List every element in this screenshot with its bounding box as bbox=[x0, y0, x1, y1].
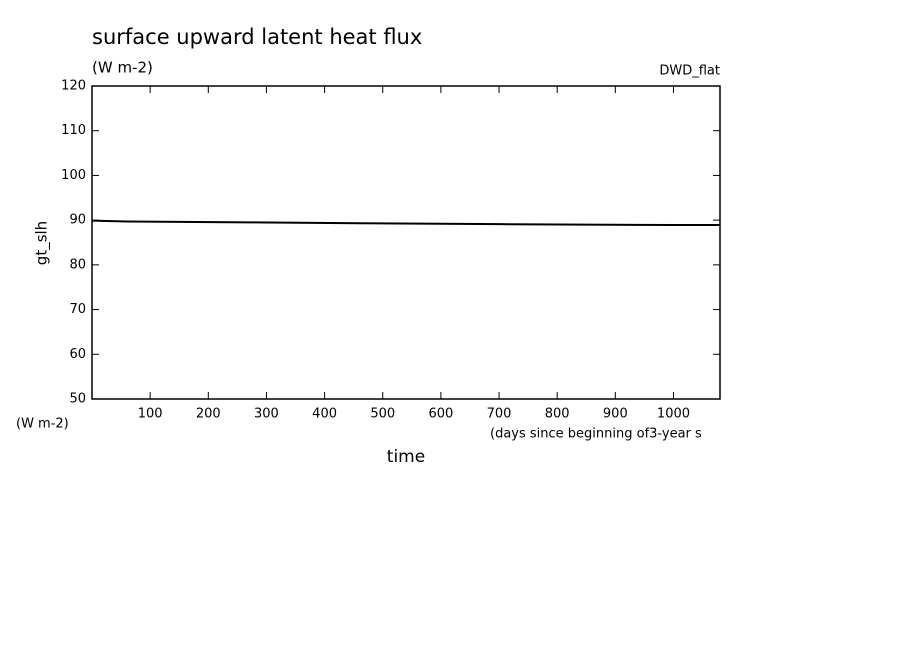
y-tick-label: 100 bbox=[61, 168, 86, 183]
x-tick-label: 900 bbox=[603, 407, 628, 422]
x-tick-label: 400 bbox=[312, 407, 337, 422]
x-tick-label: 500 bbox=[370, 407, 395, 422]
y-tick-label: 110 bbox=[61, 123, 86, 138]
data-line bbox=[91, 219, 720, 227]
y-tick-label: 70 bbox=[69, 302, 86, 317]
y-tick-label: 80 bbox=[69, 257, 86, 272]
x-tick-label: 600 bbox=[428, 407, 453, 422]
x-tick-label: 100 bbox=[138, 407, 163, 422]
y-units: (W m-2) bbox=[16, 417, 69, 432]
chart-title: surface upward latent heat flux bbox=[92, 25, 422, 49]
x-tick-label: 300 bbox=[254, 407, 279, 422]
chart-subtitle: (W m-2) bbox=[92, 59, 153, 77]
x-tick-label: 800 bbox=[545, 407, 570, 422]
x-axis-label: time bbox=[387, 447, 425, 467]
y-axis-label: gt_slh bbox=[33, 221, 52, 265]
plot-frame bbox=[91, 85, 721, 400]
x-tick-label: 200 bbox=[196, 407, 221, 422]
y-tick-label: 50 bbox=[69, 392, 86, 407]
y-tick-label: 120 bbox=[61, 79, 86, 94]
y-tick-label: 90 bbox=[69, 213, 86, 228]
x-tick-label: 1000 bbox=[657, 407, 690, 422]
x-units: (days since beginning of3-year s bbox=[490, 427, 702, 442]
x-tick-label: 700 bbox=[487, 407, 512, 422]
annotation: DWD_flat bbox=[659, 64, 720, 79]
y-tick-label: 60 bbox=[69, 347, 86, 362]
